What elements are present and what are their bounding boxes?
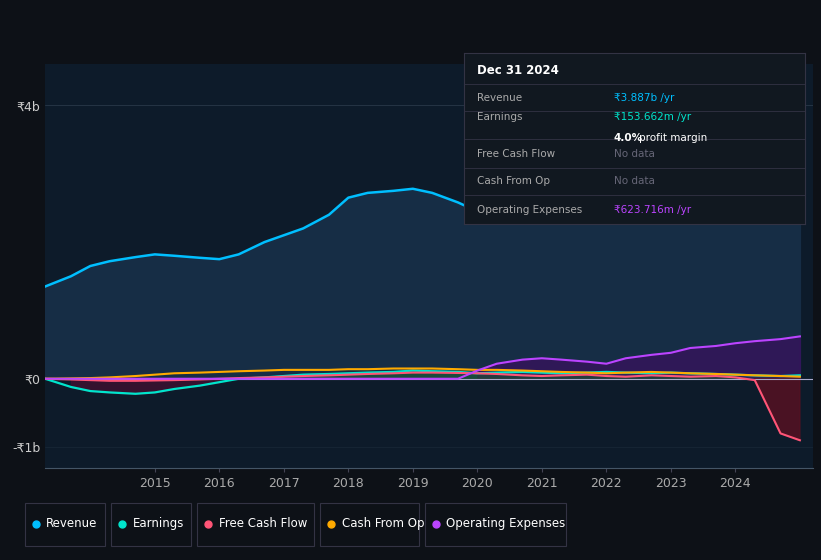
Text: Revenue: Revenue [478,92,523,102]
Text: Cash From Op: Cash From Op [478,176,551,186]
Text: Earnings: Earnings [132,517,184,530]
FancyBboxPatch shape [197,503,314,547]
Text: Operating Expenses: Operating Expenses [478,206,583,216]
Text: No data: No data [614,176,654,186]
FancyBboxPatch shape [111,503,191,547]
Text: Dec 31 2024: Dec 31 2024 [478,64,559,77]
Text: Operating Expenses: Operating Expenses [447,517,566,530]
Text: Free Cash Flow: Free Cash Flow [478,149,556,159]
FancyBboxPatch shape [25,503,105,547]
Text: Free Cash Flow: Free Cash Flow [218,517,307,530]
FancyBboxPatch shape [425,503,566,547]
Text: Revenue: Revenue [46,517,98,530]
FancyBboxPatch shape [320,503,419,547]
Text: ₹3.887b /yr: ₹3.887b /yr [614,92,674,102]
Text: 4.0%: 4.0% [614,133,643,143]
Text: ₹623.716m /yr: ₹623.716m /yr [614,206,691,216]
Text: ₹153.662m /yr: ₹153.662m /yr [614,112,691,122]
Text: No data: No data [614,149,654,159]
Text: profit margin: profit margin [640,133,708,143]
Text: Earnings: Earnings [478,112,523,122]
Text: Cash From Op: Cash From Op [342,517,424,530]
